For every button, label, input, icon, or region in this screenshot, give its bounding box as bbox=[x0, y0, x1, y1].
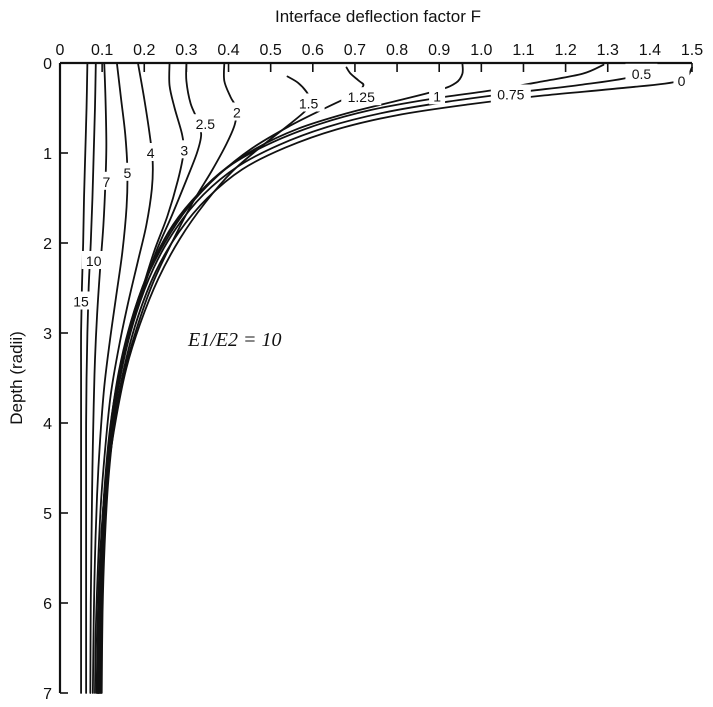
curve-label-0-75: 0.75 bbox=[497, 87, 524, 103]
curve-label-5: 5 bbox=[124, 165, 132, 181]
curve-label-1: 1 bbox=[433, 88, 441, 104]
curve-labels-layer: 15 10 754 3 2.5 2 1.5 1.25 1 0.75 0.5 0 bbox=[69, 63, 690, 310]
curve-label-4: 4 bbox=[147, 145, 155, 161]
curve-label-bg bbox=[673, 71, 690, 89]
curve-label-7: 7 bbox=[102, 174, 110, 190]
x-tick-label: 0.3 bbox=[175, 42, 197, 59]
curve-label-2-5: 2.5 bbox=[196, 116, 216, 132]
curve-label-bg bbox=[189, 114, 222, 133]
x-tick-label: 0.5 bbox=[260, 42, 282, 59]
curve-label-2: 2 bbox=[233, 105, 241, 121]
curve-label-bg bbox=[81, 251, 106, 269]
ratio-annotation: E1/E2 = 10 bbox=[187, 329, 282, 351]
y-tick-label: 7 bbox=[43, 686, 52, 702]
x-tick-label: 0.9 bbox=[428, 42, 450, 59]
curve-ratio-0 bbox=[100, 66, 693, 694]
x-tick-label: 0 bbox=[56, 42, 65, 59]
y-tick-label: 4 bbox=[43, 416, 52, 433]
curve-label-bg bbox=[429, 86, 446, 105]
curve-label-1-25: 1.25 bbox=[348, 89, 375, 105]
curve-label-0-5: 0.5 bbox=[632, 66, 652, 82]
x-tick-label: 0.4 bbox=[217, 42, 239, 59]
y-tick-label: 1 bbox=[43, 146, 52, 163]
x-tick-label: 1.1 bbox=[512, 42, 534, 59]
axes-layer: 0 0.1 0.2 0.3 0.4 0.5 0.6 0.7 0.8 0.9 1.0 1.1 1.2 1.3… bbox=[43, 42, 703, 703]
curve-label-bg bbox=[625, 63, 658, 82]
y-tick-label: 2 bbox=[43, 236, 52, 253]
curve-ratio-0-75 bbox=[99, 63, 605, 694]
curve-label-3: 3 bbox=[180, 142, 188, 158]
y-tick-label: 0 bbox=[43, 56, 52, 73]
curve-label-0: 0 bbox=[678, 73, 686, 89]
curve-label-bg bbox=[142, 143, 159, 161]
curve-ratio-10 bbox=[85, 62, 97, 694]
curve-label-bg bbox=[341, 87, 382, 106]
x-tick-label: 0.6 bbox=[302, 42, 324, 59]
series-layer bbox=[80, 62, 693, 694]
x-tick-label: 0.2 bbox=[133, 42, 155, 59]
curve-ratio-15 bbox=[80, 62, 89, 694]
x-tick-label: 1.5 bbox=[681, 42, 703, 59]
curve-ratio-7 bbox=[89, 62, 108, 694]
curve-ratio-5 bbox=[91, 62, 129, 694]
y-tick-label: 6 bbox=[43, 596, 52, 613]
y-axis-title: Depth (radii) bbox=[7, 331, 26, 425]
curve-label-10: 10 bbox=[86, 253, 102, 269]
x-tick-label: 1.0 bbox=[470, 42, 492, 59]
y-tick-label: 5 bbox=[43, 506, 52, 523]
x-tick-label: 0.1 bbox=[91, 42, 113, 59]
curve-label-bg bbox=[69, 291, 94, 310]
curve-label-15: 15 bbox=[73, 294, 89, 310]
x-tick-label: 1.4 bbox=[639, 42, 661, 59]
curve-label-bg bbox=[176, 140, 193, 159]
y-tick-label: 3 bbox=[43, 326, 52, 343]
x-tick-label: 0.7 bbox=[344, 42, 366, 59]
curve-ratio-1-25 bbox=[97, 66, 365, 694]
x-axis-title: Interface deflection factor F bbox=[275, 7, 481, 26]
curve-label-bg bbox=[98, 171, 115, 190]
curve-label-bg bbox=[490, 84, 531, 103]
curve-ratio-3 bbox=[95, 62, 185, 694]
curve-label-bg bbox=[119, 162, 136, 181]
curve-label-1-5: 1.5 bbox=[299, 96, 319, 112]
x-tick-label: 1.2 bbox=[554, 42, 576, 59]
curve-label-bg bbox=[292, 93, 325, 112]
x-tick-label: 1.3 bbox=[597, 42, 619, 59]
x-tick-label: 0.8 bbox=[386, 42, 408, 59]
curve-label-bg bbox=[228, 102, 245, 121]
